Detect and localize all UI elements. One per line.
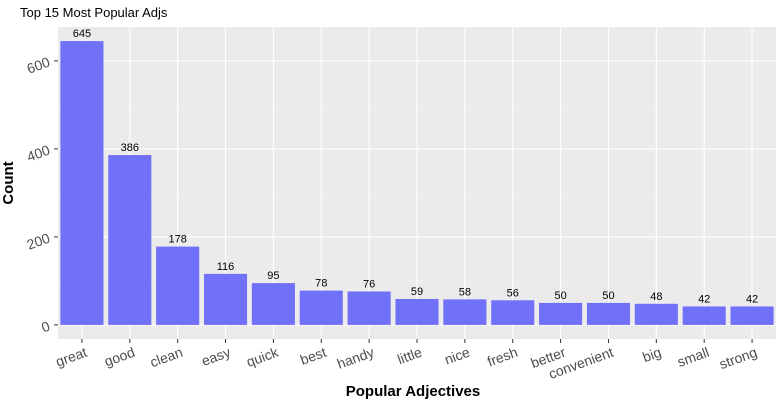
data-label-little: 59 — [411, 286, 423, 298]
bar-strong — [730, 306, 774, 325]
x-tick-label-little: little — [395, 344, 424, 368]
y-tick-label: 0 — [39, 318, 52, 336]
bar-quick — [251, 283, 295, 325]
bar-little — [395, 298, 439, 325]
x-tick-label-fresh: fresh — [485, 344, 520, 370]
data-label-convenient: 50 — [602, 290, 614, 302]
data-label-great: 645 — [73, 28, 91, 40]
bars — [60, 41, 774, 325]
bar-best — [299, 290, 343, 325]
x-tick-label-good: good — [102, 344, 137, 370]
x-tick-label-best: best — [298, 344, 328, 368]
x-tick-label-quick: quick — [244, 343, 281, 370]
bar-clean — [156, 246, 200, 325]
bar-great — [60, 41, 104, 325]
y-tick-label: 600 — [25, 54, 53, 77]
data-label-easy: 116 — [217, 261, 235, 273]
x-tick-label-big: big — [640, 344, 663, 365]
data-label-nice: 58 — [459, 286, 471, 298]
x-tick-label-strong: strong — [717, 344, 759, 372]
x-tick-label-clean: clean — [148, 344, 185, 370]
bar-big — [634, 303, 678, 325]
bar-small — [682, 306, 726, 325]
data-label-big: 48 — [650, 291, 662, 303]
x-tick-label-easy: easy — [199, 344, 232, 369]
x-tick-label-nice: nice — [442, 344, 472, 368]
data-label-handy: 76 — [363, 278, 375, 290]
bar-good — [108, 155, 152, 325]
x-tick-label-great: great — [53, 344, 89, 370]
data-label-small: 42 — [698, 293, 710, 305]
y-axis: 0 200 400 600 — [25, 54, 58, 336]
bar-easy — [203, 273, 248, 325]
bar-convenient — [586, 302, 631, 325]
x-axis: great good clean easy quick best handy little ni… — [53, 339, 759, 382]
bar-better — [539, 302, 583, 325]
bar-fresh — [491, 300, 535, 325]
data-labels: 645 386 178 116 95 78 76 59 58 56 50 50 48 42 42 — [73, 28, 758, 305]
bar-handy — [347, 291, 391, 325]
x-axis-title: Popular Adjectives — [346, 383, 481, 400]
data-label-best: 78 — [315, 278, 327, 290]
data-label-fresh: 56 — [507, 287, 519, 299]
x-tick-label-handy: handy — [335, 344, 376, 372]
data-label-strong: 42 — [746, 293, 758, 305]
data-label-clean: 178 — [168, 234, 186, 246]
y-axis-title: Count — [0, 161, 17, 204]
y-tick-label: 400 — [25, 142, 53, 165]
data-label-better: 50 — [554, 290, 566, 302]
y-tick-label: 200 — [25, 230, 53, 253]
data-label-quick: 95 — [267, 270, 279, 282]
data-label-good: 386 — [121, 142, 139, 154]
chart-title: Top 15 Most Popular Adjs — [20, 5, 168, 20]
x-tick-label-small: small — [675, 344, 711, 370]
bar-nice — [443, 299, 487, 325]
